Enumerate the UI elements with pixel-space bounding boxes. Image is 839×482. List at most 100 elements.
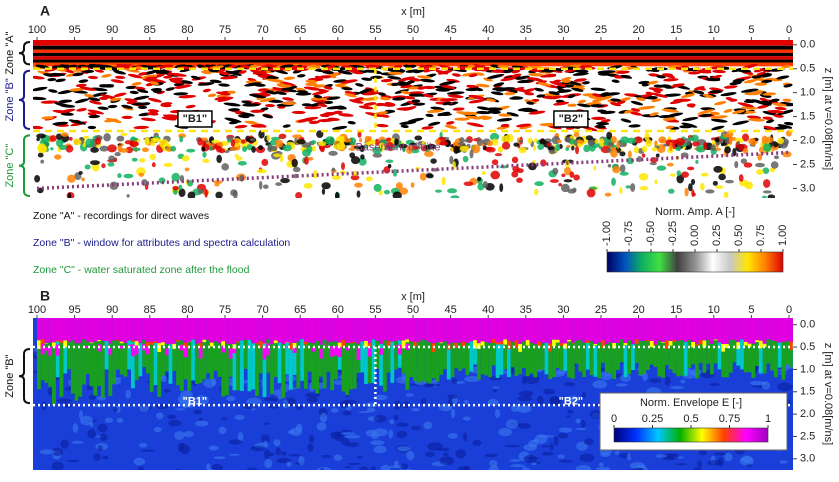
texture (431, 318, 436, 344)
texture (435, 318, 440, 343)
texture (511, 156, 519, 164)
texture (267, 144, 272, 153)
texture (497, 64, 509, 69)
texture (468, 94, 486, 100)
texture (590, 104, 605, 108)
texture (651, 98, 662, 103)
texture (623, 343, 628, 377)
texture (710, 144, 716, 151)
texture (273, 153, 281, 158)
texture (672, 340, 677, 343)
texture (281, 344, 286, 398)
texture (138, 72, 148, 76)
texture (511, 69, 521, 74)
texture (356, 348, 361, 360)
texture (202, 339, 207, 380)
texture (419, 172, 427, 181)
texture (282, 144, 292, 152)
texture (337, 70, 353, 75)
texture (383, 189, 391, 195)
texture (697, 460, 702, 468)
texture (288, 454, 302, 457)
texture (167, 414, 177, 420)
y-tick-label: 3.0 (800, 453, 815, 465)
annotation-box (177, 110, 213, 128)
texture (258, 340, 263, 348)
texture (75, 83, 87, 88)
texture (789, 318, 793, 342)
texture (194, 318, 199, 344)
texture (552, 339, 556, 346)
texture (537, 82, 552, 87)
texture (573, 174, 580, 181)
y-tick-label: 0.5 (800, 63, 815, 75)
texture (563, 343, 568, 349)
texture (163, 388, 171, 393)
texture (452, 107, 465, 111)
texture (337, 342, 342, 347)
texture (37, 145, 48, 154)
texture (499, 341, 504, 375)
texture (563, 318, 568, 344)
texture (319, 412, 328, 423)
x-tick-label: 45 (444, 24, 456, 36)
texture (37, 318, 41, 341)
texture (281, 101, 297, 105)
texture (761, 79, 773, 84)
texture (717, 342, 722, 370)
texture (279, 64, 294, 69)
texture (350, 156, 361, 165)
texture (196, 64, 205, 69)
texture (303, 341, 308, 345)
texture (104, 318, 109, 342)
texture (223, 102, 241, 107)
texture (308, 120, 320, 124)
texture (420, 318, 425, 340)
texture (50, 147, 54, 151)
texture (575, 145, 580, 155)
texture (341, 79, 358, 84)
texture (364, 340, 368, 347)
texture (595, 467, 611, 470)
texture (402, 401, 411, 409)
texture (453, 145, 459, 155)
texture (439, 342, 444, 344)
texture (758, 318, 763, 341)
texture (664, 340, 669, 349)
texture (261, 158, 269, 167)
texture (274, 91, 287, 95)
texture (664, 340, 669, 365)
texture (446, 344, 451, 380)
texture (153, 341, 158, 344)
texture (484, 341, 489, 376)
texture (82, 135, 90, 140)
texture (732, 78, 745, 83)
texture (134, 345, 139, 355)
texture (773, 114, 784, 118)
texture (163, 162, 173, 168)
texture (710, 118, 728, 123)
texture (113, 92, 127, 98)
texture (320, 454, 332, 458)
texture (583, 144, 591, 153)
texture (304, 156, 309, 165)
texture (264, 459, 273, 469)
texture (204, 188, 208, 198)
colorbar-tick-label: 1.00 (777, 225, 789, 246)
texture (424, 318, 429, 341)
texture (341, 162, 346, 170)
texture (620, 136, 630, 144)
texture (349, 342, 353, 344)
texture (573, 69, 589, 73)
texture (400, 463, 409, 470)
texture (336, 141, 346, 151)
texture (97, 339, 101, 342)
texture (257, 88, 269, 92)
texture (85, 138, 95, 148)
texture (264, 90, 278, 95)
texture (446, 121, 455, 125)
texture (514, 318, 519, 341)
texture (400, 90, 411, 95)
texture (200, 70, 212, 75)
texture (339, 135, 345, 144)
